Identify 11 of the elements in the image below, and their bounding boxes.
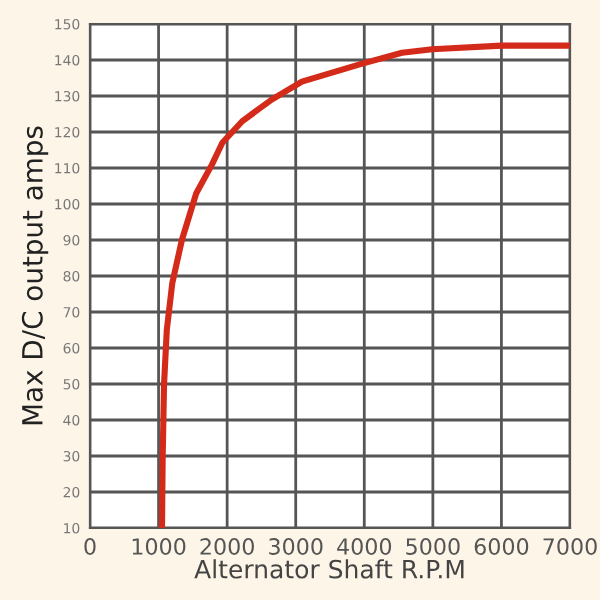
x-tick-label: 2000 [200, 538, 254, 555]
x-tick-label: 0 [84, 538, 96, 555]
x-axis-title: Alternator Shaft R.P.M [194, 559, 464, 579]
y-axis-title: Max D/C output amps [21, 126, 49, 425]
x-tick-label: 5000 [406, 538, 460, 555]
x-tick-label: 1000 [132, 538, 186, 555]
line-series [158, 42, 570, 528]
x-tick-label: 7000 [543, 538, 597, 555]
x-tick-label: 3000 [269, 538, 323, 555]
x-tick-label: 6000 [474, 538, 529, 555]
x-tick-label: 4000 [337, 538, 392, 555]
